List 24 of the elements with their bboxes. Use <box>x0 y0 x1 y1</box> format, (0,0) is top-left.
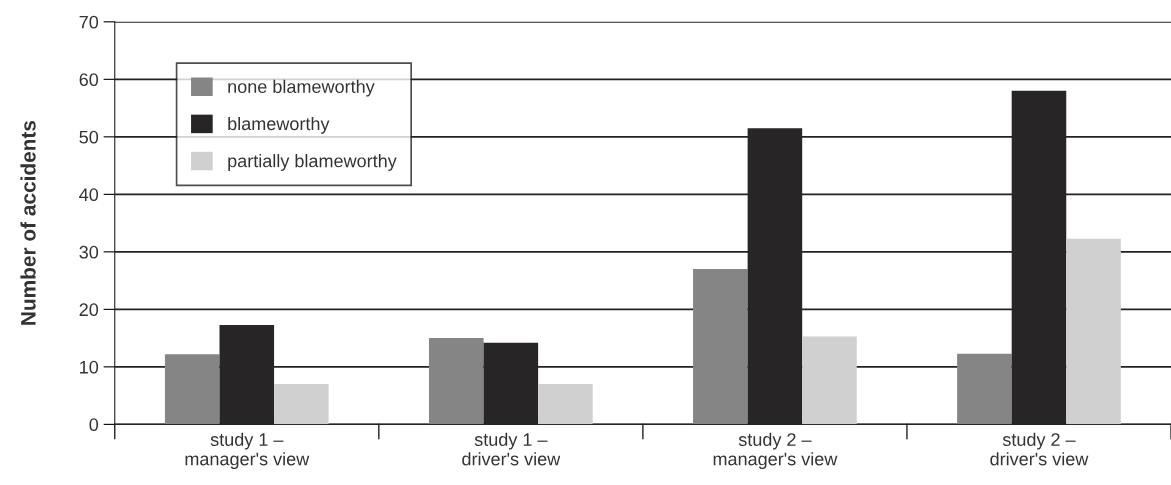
y-tick-label: 40 <box>79 188 99 202</box>
bar <box>957 353 1012 425</box>
bar <box>274 384 329 425</box>
legend-label: none blameworthy <box>228 79 375 97</box>
x-tick-label: study 1 – manager's view <box>185 432 310 469</box>
y-tick-label: 50 <box>79 130 99 144</box>
bar <box>428 338 484 425</box>
bar <box>802 336 857 425</box>
x-tick-label: study 2 – manager's view <box>713 432 838 469</box>
y-tick-label: 20 <box>79 303 99 317</box>
bar <box>538 384 593 425</box>
y-tick-label: 30 <box>79 245 99 259</box>
y-tick-label: 70 <box>79 15 99 29</box>
y-tick-label: 60 <box>79 73 99 87</box>
bar <box>164 354 220 425</box>
y-axis-title: Number of accidents <box>20 120 36 325</box>
y-tick-label: 0 <box>89 418 99 432</box>
bar <box>1066 238 1121 425</box>
x-tick-label: study 1 – driver's view <box>462 432 561 466</box>
y-tick-label: 10 <box>80 360 99 374</box>
legend-label: partially blameworthy <box>228 154 397 171</box>
legend-label: blameworthy <box>228 116 330 134</box>
x-tick-label: study 2 – driver's view <box>990 432 1089 466</box>
bar <box>693 269 748 425</box>
